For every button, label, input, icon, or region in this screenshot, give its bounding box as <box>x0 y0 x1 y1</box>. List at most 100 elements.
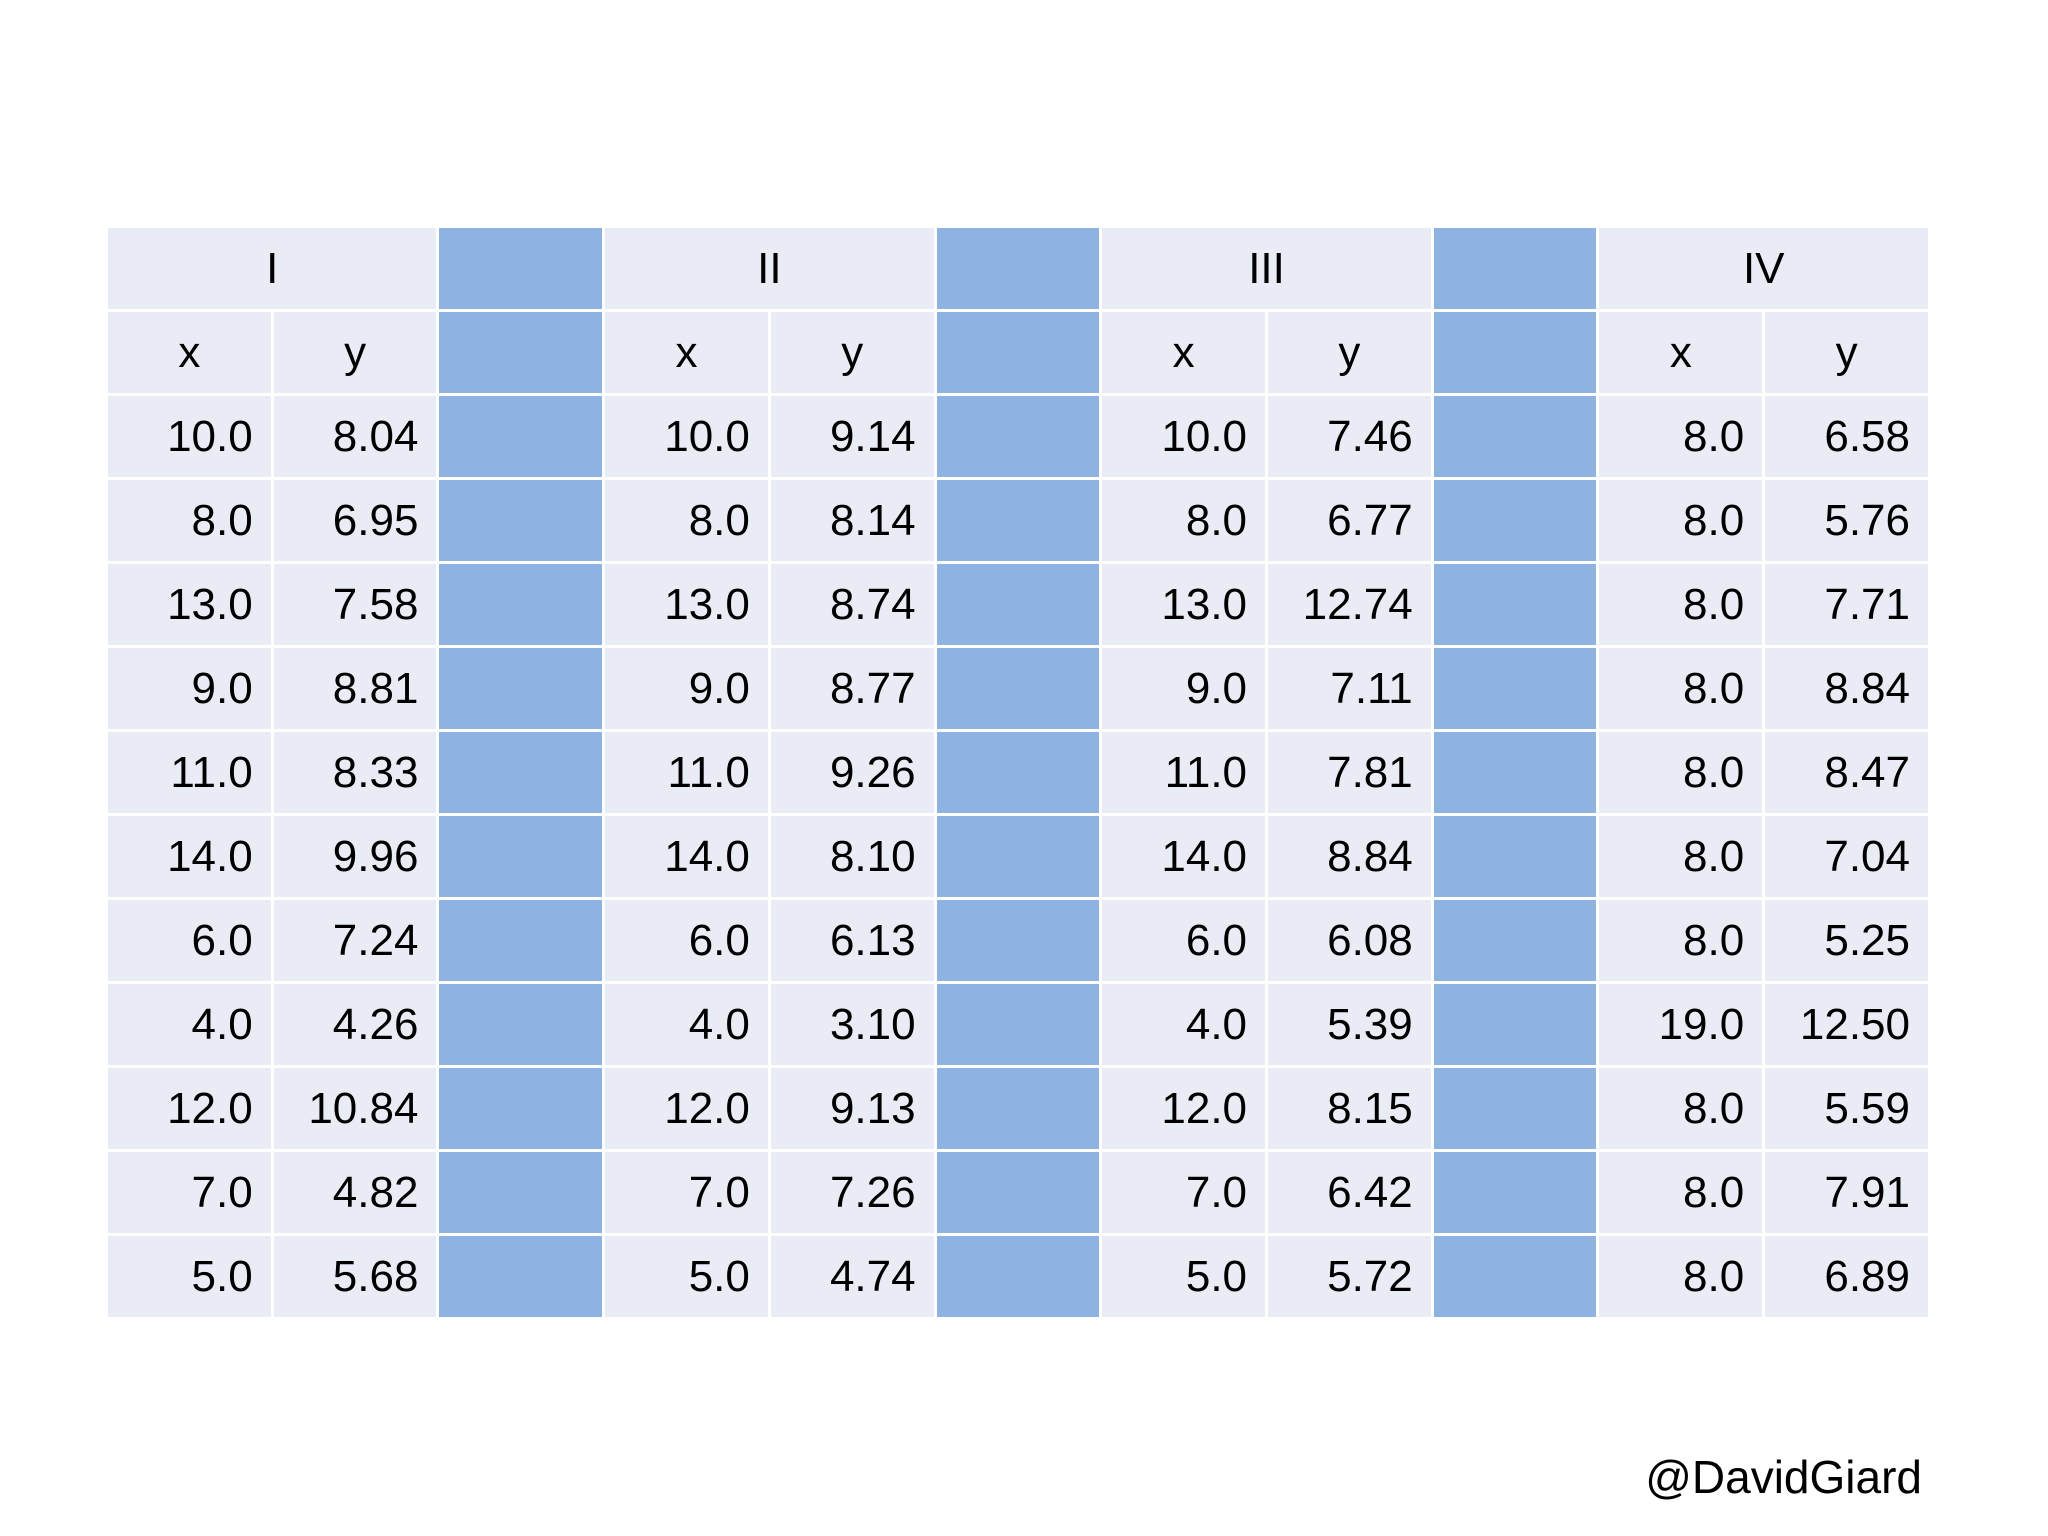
cell: 9.0 <box>1099 645 1269 732</box>
cell: 9.14 <box>767 393 937 480</box>
cell: 8.81 <box>270 645 440 732</box>
cell: 8.15 <box>1265 1065 1434 1152</box>
cell: 8.84 <box>1265 813 1434 900</box>
spacer <box>436 729 606 816</box>
column-header: y <box>270 309 440 396</box>
spacer <box>436 813 606 900</box>
cell: 13.0 <box>105 561 274 648</box>
cell: 7.0 <box>105 1149 274 1236</box>
spacer <box>1430 729 1600 816</box>
cell: 8.0 <box>1596 897 1766 984</box>
spacer <box>1430 561 1600 648</box>
cell: 8.0 <box>1596 393 1766 480</box>
cell: 8.0 <box>1596 813 1766 900</box>
cell: 10.0 <box>1099 393 1269 480</box>
spacer <box>933 477 1103 564</box>
cell: 5.0 <box>602 1233 771 1320</box>
cell: 10.0 <box>602 393 771 480</box>
table-row: 10.0 8.04 10.0 9.14 10.0 7.46 8.0 6.58 <box>105 393 1931 480</box>
cell: 6.89 <box>1762 1233 1931 1320</box>
cell: 5.76 <box>1762 477 1931 564</box>
cell: 11.0 <box>1099 729 1269 816</box>
cell: 5.39 <box>1265 981 1434 1068</box>
cell: 9.13 <box>767 1065 937 1152</box>
cell: 13.0 <box>602 561 771 648</box>
cell: 6.08 <box>1265 897 1434 984</box>
cell: 5.0 <box>1099 1233 1269 1320</box>
spacer <box>1430 1233 1600 1320</box>
spacer <box>933 645 1103 732</box>
cell: 8.0 <box>105 477 274 564</box>
cell: 4.0 <box>602 981 771 1068</box>
spacer <box>436 1065 606 1152</box>
cell: 8.77 <box>767 645 937 732</box>
cell: 8.04 <box>270 393 440 480</box>
spacer <box>1430 225 1600 312</box>
cell: 5.68 <box>270 1233 440 1320</box>
spacer <box>933 897 1103 984</box>
cell: 6.0 <box>1099 897 1269 984</box>
cell: 6.58 <box>1762 393 1931 480</box>
cell: 7.26 <box>767 1149 937 1236</box>
spacer <box>1430 1065 1600 1152</box>
cell: 7.91 <box>1762 1149 1931 1236</box>
cell: 7.71 <box>1762 561 1931 648</box>
cell: 9.0 <box>105 645 274 732</box>
table-row: 9.0 8.81 9.0 8.77 9.0 7.11 8.0 8.84 <box>105 645 1931 732</box>
cell: 14.0 <box>602 813 771 900</box>
spacer <box>436 393 606 480</box>
cell: 4.82 <box>270 1149 440 1236</box>
cell: 8.0 <box>602 477 771 564</box>
cell: 7.11 <box>1265 645 1434 732</box>
cell: 6.42 <box>1265 1149 1434 1236</box>
cell: 9.96 <box>270 813 440 900</box>
cell: 7.46 <box>1265 393 1434 480</box>
spacer <box>933 981 1103 1068</box>
cell: 12.0 <box>105 1065 274 1152</box>
spacer <box>1430 813 1600 900</box>
cell: 8.47 <box>1762 729 1931 816</box>
cell: 7.24 <box>270 897 440 984</box>
spacer <box>436 1149 606 1236</box>
table-row: 4.0 4.26 4.0 3.10 4.0 5.39 19.0 12.50 <box>105 981 1931 1068</box>
cell: 8.10 <box>767 813 937 900</box>
spacer <box>933 561 1103 648</box>
cell: 8.74 <box>767 561 937 648</box>
table-row: 5.0 5.68 5.0 4.74 5.0 5.72 8.0 6.89 <box>105 1233 1931 1320</box>
spacer <box>1430 1149 1600 1236</box>
cell: 7.04 <box>1762 813 1931 900</box>
cell: 12.0 <box>602 1065 771 1152</box>
spacer <box>436 645 606 732</box>
table-row: 13.0 7.58 13.0 8.74 13.0 12.74 8.0 7.71 <box>105 561 1931 648</box>
cell: 12.74 <box>1265 561 1434 648</box>
cell: 11.0 <box>105 729 274 816</box>
cell: 19.0 <box>1596 981 1766 1068</box>
spacer <box>436 477 606 564</box>
cell: 8.0 <box>1596 1065 1766 1152</box>
table-row: I II III IV <box>104 225 1931 312</box>
cell: 8.84 <box>1762 645 1931 732</box>
spacer <box>933 393 1103 480</box>
cell: 8.0 <box>1596 1233 1766 1320</box>
table-row: 8.0 6.95 8.0 8.14 8.0 6.77 8.0 5.76 <box>105 477 1931 564</box>
cell: 6.0 <box>602 897 771 984</box>
cell: 14.0 <box>105 813 274 900</box>
cell: 4.74 <box>767 1233 937 1320</box>
group-title: II <box>602 225 937 312</box>
cell: 12.50 <box>1762 981 1931 1068</box>
group-title: IV <box>1596 225 1931 312</box>
cell: 4.0 <box>1099 981 1269 1068</box>
spacer <box>933 1149 1103 1236</box>
cell: 10.0 <box>105 393 274 480</box>
cell: 9.0 <box>602 645 771 732</box>
column-header: x <box>1596 309 1766 396</box>
table-row: 6.0 7.24 6.0 6.13 6.0 6.08 8.0 5.25 <box>105 897 1931 984</box>
spacer <box>1430 393 1600 480</box>
cell: 8.14 <box>767 477 937 564</box>
cell: 8.33 <box>270 729 440 816</box>
spacer <box>1430 645 1600 732</box>
cell: 10.84 <box>270 1065 440 1152</box>
cell: 6.13 <box>767 897 937 984</box>
